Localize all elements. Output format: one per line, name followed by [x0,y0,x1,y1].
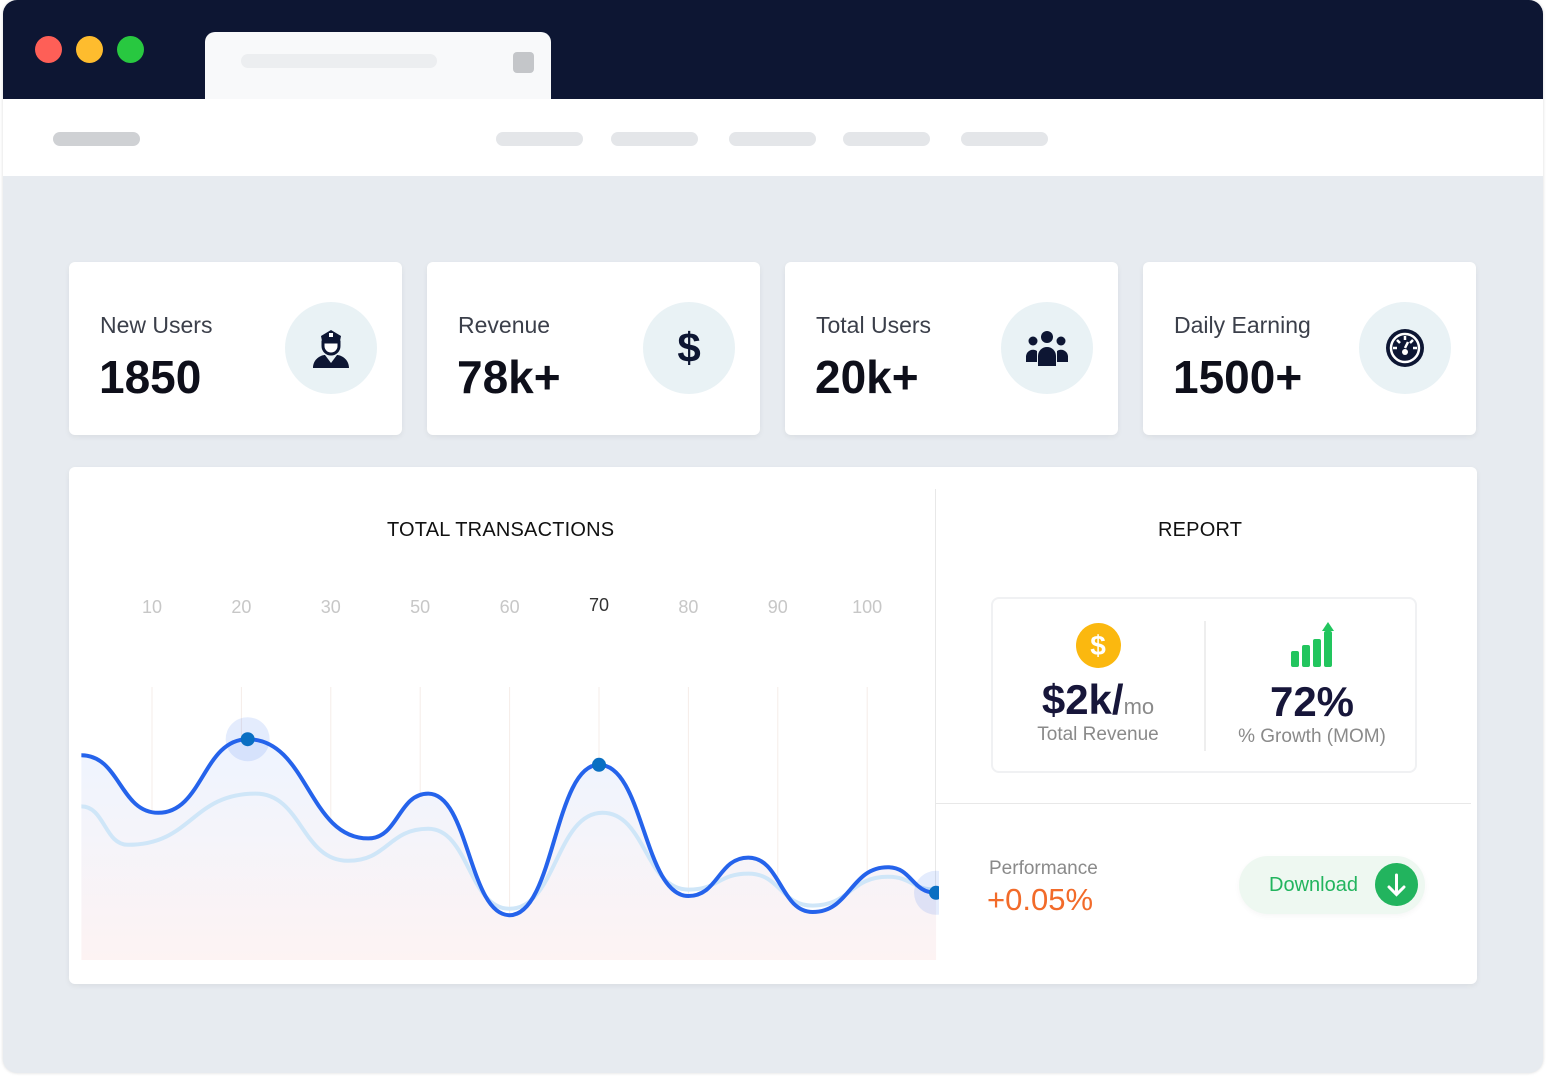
tab-close-icon[interactable] [513,52,534,73]
stat-card-total-users: Total Users 20k+ [785,262,1118,435]
stat-label: Daily Earning [1174,312,1311,338]
dollar-icon: $ [643,302,735,394]
data-point[interactable] [240,732,255,747]
stat-label: Revenue [458,312,551,338]
coin-dollar-icon: $ [1075,623,1121,668]
stat-label: Total Users [816,312,932,338]
x-tick-label: 30 [320,597,341,617]
growth-label: % Growth (MOM) [1238,726,1386,747]
report-title: REPORT [1158,519,1243,541]
stat-card-revenue: Revenue 78k+ $ [427,262,760,435]
x-tick-label: 50 [410,597,431,617]
nav-item-placeholder[interactable] [611,132,698,146]
tab-title-placeholder [241,54,437,68]
browser-window: New Users 1850 Revenue 78k+ $ Total User… [3,0,1543,1073]
arrow-down-icon [1375,863,1418,906]
report-summary-box: $ $2k/mo Total Revenue 72% % Growth (MOM… [991,597,1417,773]
area-fill [81,739,937,960]
stat-value: 1850 [99,351,202,403]
title-bar [3,0,1543,102]
stat-card-daily-earning: Daily Earning 1500+ [1143,262,1476,435]
maximize-window-button[interactable] [117,36,144,63]
transactions-title: TOTAL TRANSACTIONS [387,519,615,541]
stat-value: 20k+ [815,351,919,403]
download-label: Download [1269,874,1358,896]
nav-item-placeholder[interactable] [843,132,930,146]
x-tick-label: 70 [588,595,610,615]
speedometer-icon [1359,302,1451,394]
user-officer-icon [285,302,377,394]
total-revenue-stat: $ $2k/mo Total Revenue [993,623,1203,746]
stat-value: 1500+ [1173,351,1303,403]
revenue-label: Total Revenue [1037,724,1159,745]
nav-item-placeholder[interactable] [496,132,583,146]
nav-bar [3,99,1543,176]
transactions-line-chart [81,687,939,960]
download-button[interactable]: Download [1239,856,1425,914]
revenue-unit: mo [1123,694,1155,719]
series-line-main [81,737,937,918]
divider [935,489,936,959]
growth-value: 72% [1269,678,1355,725]
stat-card-new-users: New Users 1850 [69,262,402,435]
logo-placeholder[interactable] [53,132,140,146]
divider [1204,621,1206,751]
performance-label: Performance [989,858,1098,879]
x-tick-label: 60 [499,597,520,617]
revenue-value: $2k/ [1041,676,1124,723]
performance-value: +0.05% [987,882,1094,917]
growth-stat: 72% % Growth (MOM) [1207,621,1417,748]
browser-tab[interactable] [205,32,551,102]
data-point[interactable] [592,757,606,772]
x-tick-label: 10 [141,597,163,617]
nav-item-placeholder[interactable] [961,132,1048,146]
growth-bars-icon [1291,622,1334,667]
point-halo [914,870,939,915]
stat-value: 78k+ [457,351,561,403]
transactions-report-panel: TOTAL TRANSACTIONS REPORT 10 20 30 50 60 70 80… [69,467,1477,984]
x-tick-label: 100 [852,597,883,617]
divider [936,803,1471,804]
close-window-button[interactable] [35,36,62,63]
stat-label: New Users [100,312,213,338]
x-tick-label: 20 [231,597,252,617]
minimize-window-button[interactable] [76,36,103,63]
x-tick-label: 80 [678,597,699,617]
nav-item-placeholder[interactable] [729,132,816,146]
x-tick-label: 90 [767,597,788,617]
users-group-icon [1001,302,1093,394]
data-point[interactable] [929,885,939,900]
